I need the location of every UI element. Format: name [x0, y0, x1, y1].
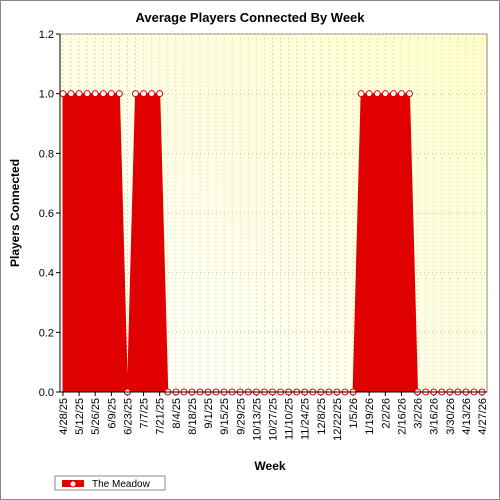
x-tick-label: 3/16/26: [429, 398, 441, 435]
y-tick-label: 1.0: [39, 89, 54, 101]
legend-label: The Meadow: [92, 479, 151, 490]
x-axis-title: Week: [254, 459, 285, 473]
x-tick-label: 3/2/26: [413, 398, 425, 429]
x-tick-label: 2/16/26: [396, 398, 408, 435]
y-tick-label: 0.6: [39, 208, 54, 220]
x-tick-label: 5/12/25: [74, 398, 86, 435]
x-tick-label: 8/18/25: [187, 398, 199, 435]
legend-marker: [69, 480, 77, 488]
y-tick-label: 0.8: [39, 148, 54, 160]
marker: [389, 90, 397, 98]
y-tick-label: 1.2: [39, 29, 54, 41]
x-tick-label: 4/27/26: [477, 398, 489, 435]
chart-title: Average Players Connected By Week: [135, 10, 365, 25]
marker: [107, 90, 115, 98]
x-tick-label: 1/19/26: [364, 398, 376, 435]
x-tick-label: 9/29/25: [235, 398, 247, 435]
x-tick-label: 4/13/26: [461, 398, 473, 435]
marker: [83, 90, 91, 98]
x-tick-label: 11/10/25: [284, 398, 296, 440]
x-tick-label: 10/13/25: [251, 398, 263, 441]
x-tick-label: 5/26/25: [90, 398, 102, 435]
x-tick-label: 8/4/25: [171, 398, 183, 429]
marker: [99, 90, 107, 98]
x-tick-label: 3/30/26: [445, 398, 457, 435]
x-tick-label: 11/24/25: [300, 398, 312, 440]
marker: [357, 90, 365, 98]
marker: [381, 90, 389, 98]
x-tick-label: 6/9/25: [106, 398, 118, 429]
x-tick-label: 7/7/25: [139, 398, 151, 429]
marker: [405, 90, 413, 98]
marker: [140, 90, 148, 98]
x-tick-label: 9/1/25: [203, 398, 215, 429]
y-tick-label: 0.4: [39, 268, 54, 280]
x-tick-label: 1/5/26: [348, 398, 360, 429]
marker: [365, 90, 373, 98]
x-tick-label: 7/21/25: [155, 398, 167, 435]
x-tick-label: 2/2/26: [380, 398, 392, 429]
x-tick-label: 9/15/25: [219, 398, 231, 435]
x-tick-label: 12/8/25: [316, 398, 328, 435]
x-tick-label: 12/22/25: [332, 398, 344, 441]
marker: [156, 90, 164, 98]
y-tick-label: 0.0: [39, 387, 54, 399]
y-axis-title: Players Connected: [8, 159, 22, 267]
marker: [132, 90, 140, 98]
marker: [75, 90, 83, 98]
marker: [397, 90, 405, 98]
marker: [59, 90, 67, 98]
x-tick-label: 4/28/25: [58, 398, 70, 435]
y-tick-label: 0.2: [39, 327, 54, 339]
x-tick-label: 10/27/25: [268, 398, 280, 441]
marker: [91, 90, 99, 98]
marker: [115, 90, 123, 98]
marker: [373, 90, 381, 98]
marker: [148, 90, 156, 98]
marker: [67, 90, 75, 98]
x-tick-label: 6/23/25: [122, 398, 134, 435]
